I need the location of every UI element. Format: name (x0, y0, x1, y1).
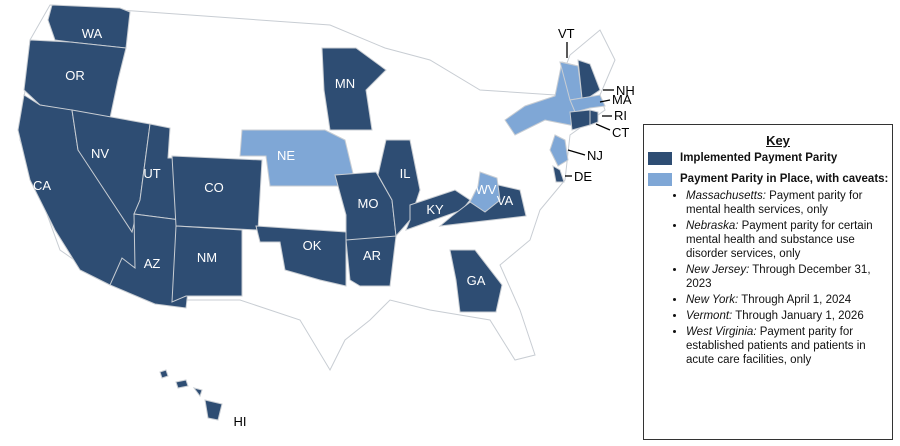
state-nm (171, 225, 243, 303)
legend-caveats: Payment Parity in Place, with caveats: (648, 173, 892, 186)
state-label-ma: MA (612, 92, 632, 107)
arrows (565, 42, 614, 177)
state-label-mo: MO (358, 196, 379, 211)
state-mn (321, 47, 387, 131)
state-label-wv: WV (476, 182, 497, 197)
legend-implemented: Implemented Payment Parity (648, 152, 892, 165)
state-label-ut: UT (143, 166, 160, 181)
caveat-text: Through April 1, 2024 (738, 294, 852, 306)
state-label-ne: NE (277, 148, 295, 163)
state-label-ct: CT (612, 125, 629, 140)
state-label-il: IL (400, 166, 411, 181)
caveat-item: Nebraska: Payment parity for certain men… (686, 219, 892, 261)
caveat-state: New York: (686, 294, 739, 306)
caveat-item: Massachusetts: Payment parity for mental… (686, 189, 892, 217)
caveat-state: Massachusetts: (686, 190, 766, 202)
state-label-nv: NV (91, 146, 109, 161)
state-label-az: AZ (144, 256, 161, 271)
state-label-ky: KY (426, 202, 444, 217)
state-nj (549, 134, 569, 167)
state-label-nm: NM (197, 250, 217, 265)
state-label-va: VA (497, 193, 514, 208)
caveat-text: Payment parity for certain mental health… (686, 220, 873, 260)
caveat-text: Through January 1, 2026 (732, 310, 864, 322)
caveats-swatch (648, 173, 672, 186)
state-label-ok: OK (303, 238, 322, 253)
caveat-item: Vermont: Through January 1, 2026 (686, 309, 892, 323)
caveat-item: New Jersey: Through December 31, 2023 (686, 263, 892, 291)
state-label-ga: GA (467, 273, 486, 288)
state-label-nj: NJ (587, 148, 603, 163)
state-ok (255, 225, 347, 287)
caveat-text: Payment parity for established patients … (686, 326, 866, 366)
state-label-mn: MN (335, 76, 355, 91)
state-label-de: DE (574, 169, 592, 184)
legend-caveats-label: Payment Parity in Place, with caveats: (680, 173, 889, 185)
state-ri (589, 109, 599, 126)
state-ma (569, 94, 606, 113)
caveat-item: New York: Through April 1, 2024 (686, 293, 892, 307)
state-nh (577, 59, 601, 101)
caveat-state: Nebraska: (686, 220, 739, 232)
caveat-state: New Jersey: (686, 264, 750, 276)
state-label-co: CO (204, 180, 224, 195)
state-label-wa: WA (82, 26, 103, 41)
state-label-or: OR (65, 68, 85, 83)
state-ga (449, 249, 503, 313)
state-label-ar: AR (363, 248, 381, 263)
implemented-swatch (648, 152, 672, 165)
caveat-text: Payment parity for mental health service… (686, 190, 863, 216)
state-de (552, 165, 565, 183)
caveat-state: West Virginia: (686, 326, 757, 338)
legend-implemented-label: Implemented Payment Parity (680, 152, 838, 164)
state-label-hi: HI (234, 414, 247, 429)
caveat-state: Vermont: (686, 310, 733, 322)
caveat-list: Massachusetts: Payment parity for mental… (644, 189, 892, 367)
state-wv (469, 171, 501, 213)
caveat-item: West Virginia: Payment parity for establ… (686, 325, 892, 367)
state-ct (569, 109, 591, 131)
state-ne (239, 129, 357, 187)
legend: Key Implemented Payment Parity Payment P… (643, 124, 893, 440)
state-label-vt: VT (558, 26, 575, 41)
state-label-nh: NH (616, 83, 635, 98)
state-label-ri: RI (614, 108, 627, 123)
state-label-ca: CA (33, 178, 51, 193)
state-hi (159, 369, 223, 421)
legend-title: Key (766, 133, 790, 148)
state-ar (345, 235, 397, 287)
state-or (23, 39, 127, 119)
caveat-text: Through December 31, 2023 (686, 264, 871, 290)
